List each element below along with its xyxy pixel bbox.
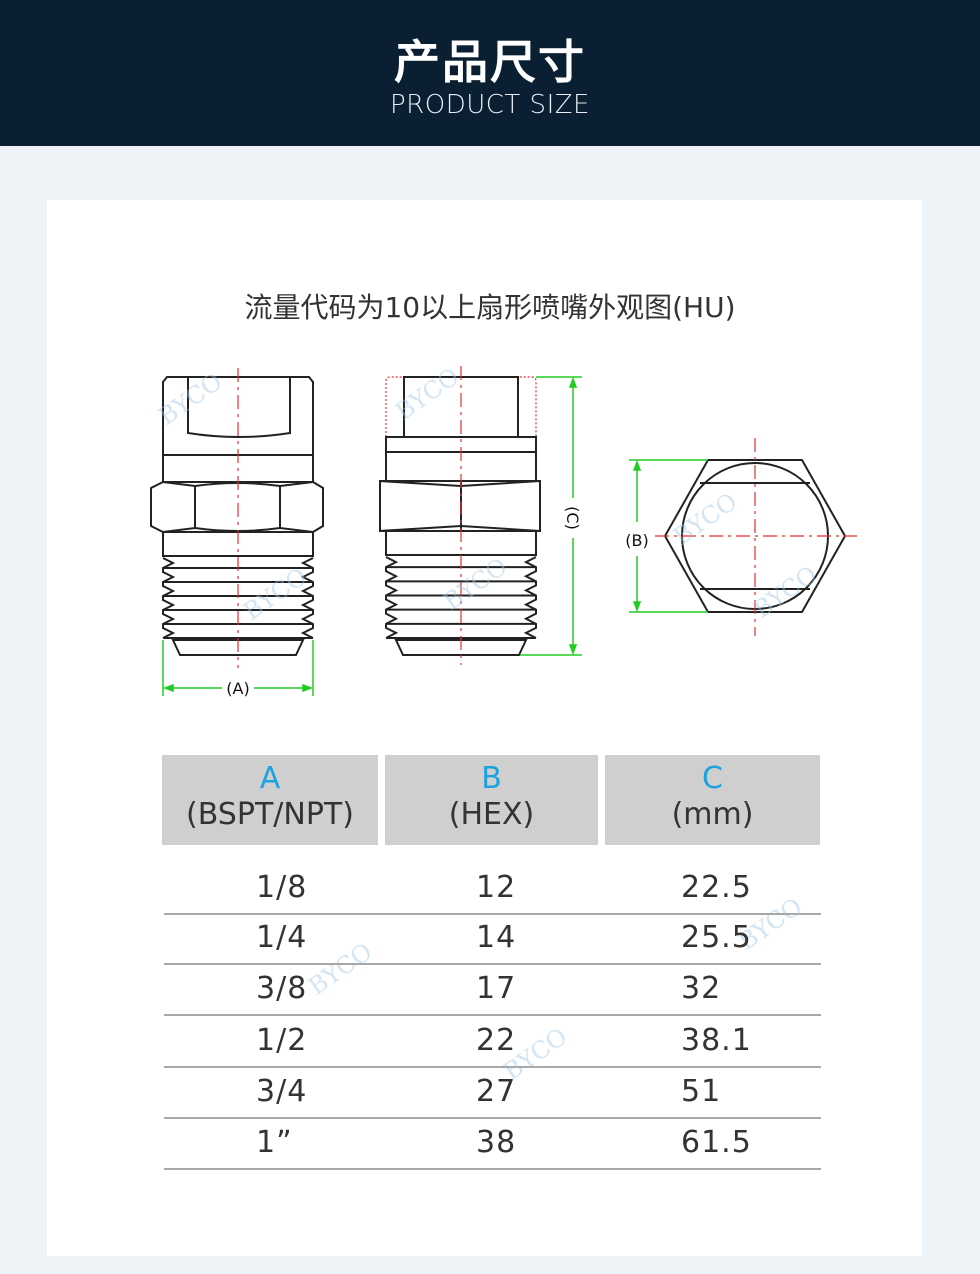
label-b: (B)	[625, 531, 648, 550]
table-row: 1” 38 61.5	[164, 1117, 821, 1170]
column-header-b: B (HEX)	[385, 755, 598, 845]
column-unit: (mm)	[671, 797, 754, 832]
column-unit: (BSPT/NPT)	[186, 797, 354, 832]
front-view: (A)	[150, 368, 324, 698]
header-subtitle: PRODUCT SIZE	[390, 90, 590, 120]
table-cell: 1”	[256, 1125, 293, 1160]
table-row: 3/8 17 32	[164, 963, 821, 1016]
table-cell: 25.5	[681, 920, 752, 955]
table-cell: 61.5	[681, 1125, 752, 1160]
table-cell: 32	[681, 971, 722, 1006]
table-cell: 12	[476, 870, 517, 905]
column-unit: (HEX)	[448, 797, 535, 832]
table-cell: 1/4	[256, 920, 308, 955]
table-cell: 1/2	[256, 1023, 308, 1058]
table-row: 3/4 27 51	[164, 1066, 821, 1119]
column-header-a: A (BSPT/NPT)	[162, 755, 378, 845]
diagram-title: 流量代码为10以上扇形喷嘴外观图(HU)	[244, 291, 736, 324]
table-cell: 51	[681, 1074, 722, 1109]
label-c: (C)	[563, 506, 582, 530]
side-view: (C)	[379, 366, 582, 665]
table-cell: 3/4	[256, 1074, 308, 1109]
column-key: C	[702, 761, 723, 796]
table-cell: 17	[476, 971, 517, 1006]
column-key: A	[259, 761, 281, 796]
table-cell: 22	[476, 1023, 517, 1058]
column-key: B	[481, 761, 502, 796]
table-cell: 22.5	[681, 870, 752, 905]
table-cell: 27	[476, 1074, 517, 1109]
table-row: 1/8 12 22.5	[164, 862, 821, 915]
table-cell: 1/8	[256, 870, 308, 905]
table-row: 1/2 22 38.1	[164, 1015, 821, 1068]
header-title: 产品尺寸	[394, 35, 586, 89]
table-row: 1/4 14 25.5	[164, 912, 821, 965]
nozzle-drawing: (A) (C) (B)	[150, 366, 857, 698]
column-header-c: C (mm)	[605, 755, 820, 845]
table-cell: 3/8	[256, 971, 308, 1006]
page-header: 产品尺寸 PRODUCT SIZE	[0, 0, 980, 146]
label-a: (A)	[226, 679, 249, 698]
table-cell: 14	[476, 920, 517, 955]
table-cell: 38.1	[681, 1023, 752, 1058]
top-view: (B)	[625, 438, 857, 636]
table-cell: 38	[476, 1125, 517, 1160]
